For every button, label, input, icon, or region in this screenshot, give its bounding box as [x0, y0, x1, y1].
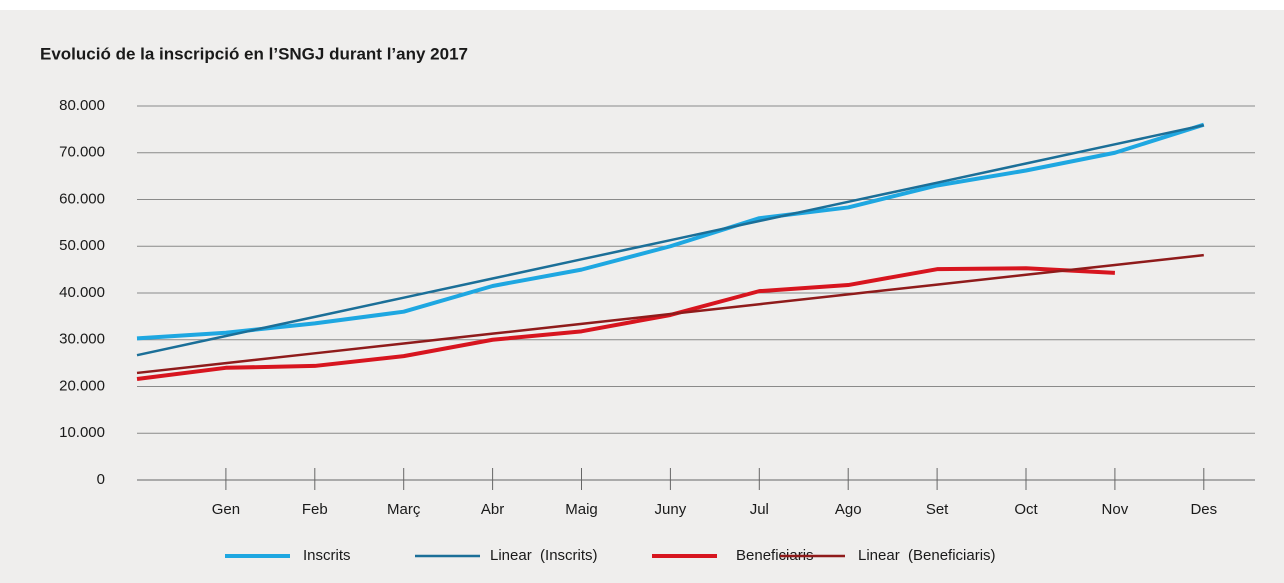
y-tick-label: 80.000: [59, 97, 105, 114]
x-tick-label: Maig: [565, 501, 598, 518]
y-tick-label: 0: [97, 471, 105, 488]
legend-label: Linear (Beneficiaris): [858, 547, 996, 564]
series-line: [136, 266, 1116, 382]
legend-label: Beneficiaris: [736, 547, 814, 564]
series-line: [136, 123, 1205, 357]
x-tick-label: Març: [387, 501, 421, 518]
x-tick-label: Abr: [481, 501, 504, 518]
series-line: [136, 122, 1205, 341]
y-tick-label: 10.000: [59, 424, 105, 441]
y-tick-label: 50.000: [59, 237, 105, 254]
x-tick-label: Gen: [212, 501, 240, 518]
y-tick-label: 20.000: [59, 377, 105, 394]
chart-title: Evolució de la inscripció en l’SNGJ dura…: [40, 44, 468, 63]
x-tick-label: Set: [926, 501, 949, 518]
x-tick-label: Jul: [750, 501, 769, 518]
y-tick-label: 70.000: [59, 144, 105, 161]
y-tick-label: 60.000: [59, 190, 105, 207]
x-tick-label: Oct: [1014, 501, 1038, 518]
x-tick-label: Juny: [655, 501, 687, 518]
y-tick-label: 30.000: [59, 331, 105, 348]
x-tick-label: Des: [1190, 501, 1217, 518]
series-line: [136, 253, 1204, 375]
x-tick-label: Nov: [1102, 501, 1129, 518]
panel: [0, 10, 1284, 583]
legend-label: Linear (Inscrits): [490, 547, 598, 564]
legend-label: Inscrits: [303, 547, 351, 564]
y-tick-label: 40.000: [59, 284, 105, 301]
x-tick-label: Ago: [835, 501, 862, 518]
x-tick-label: Feb: [302, 501, 328, 518]
